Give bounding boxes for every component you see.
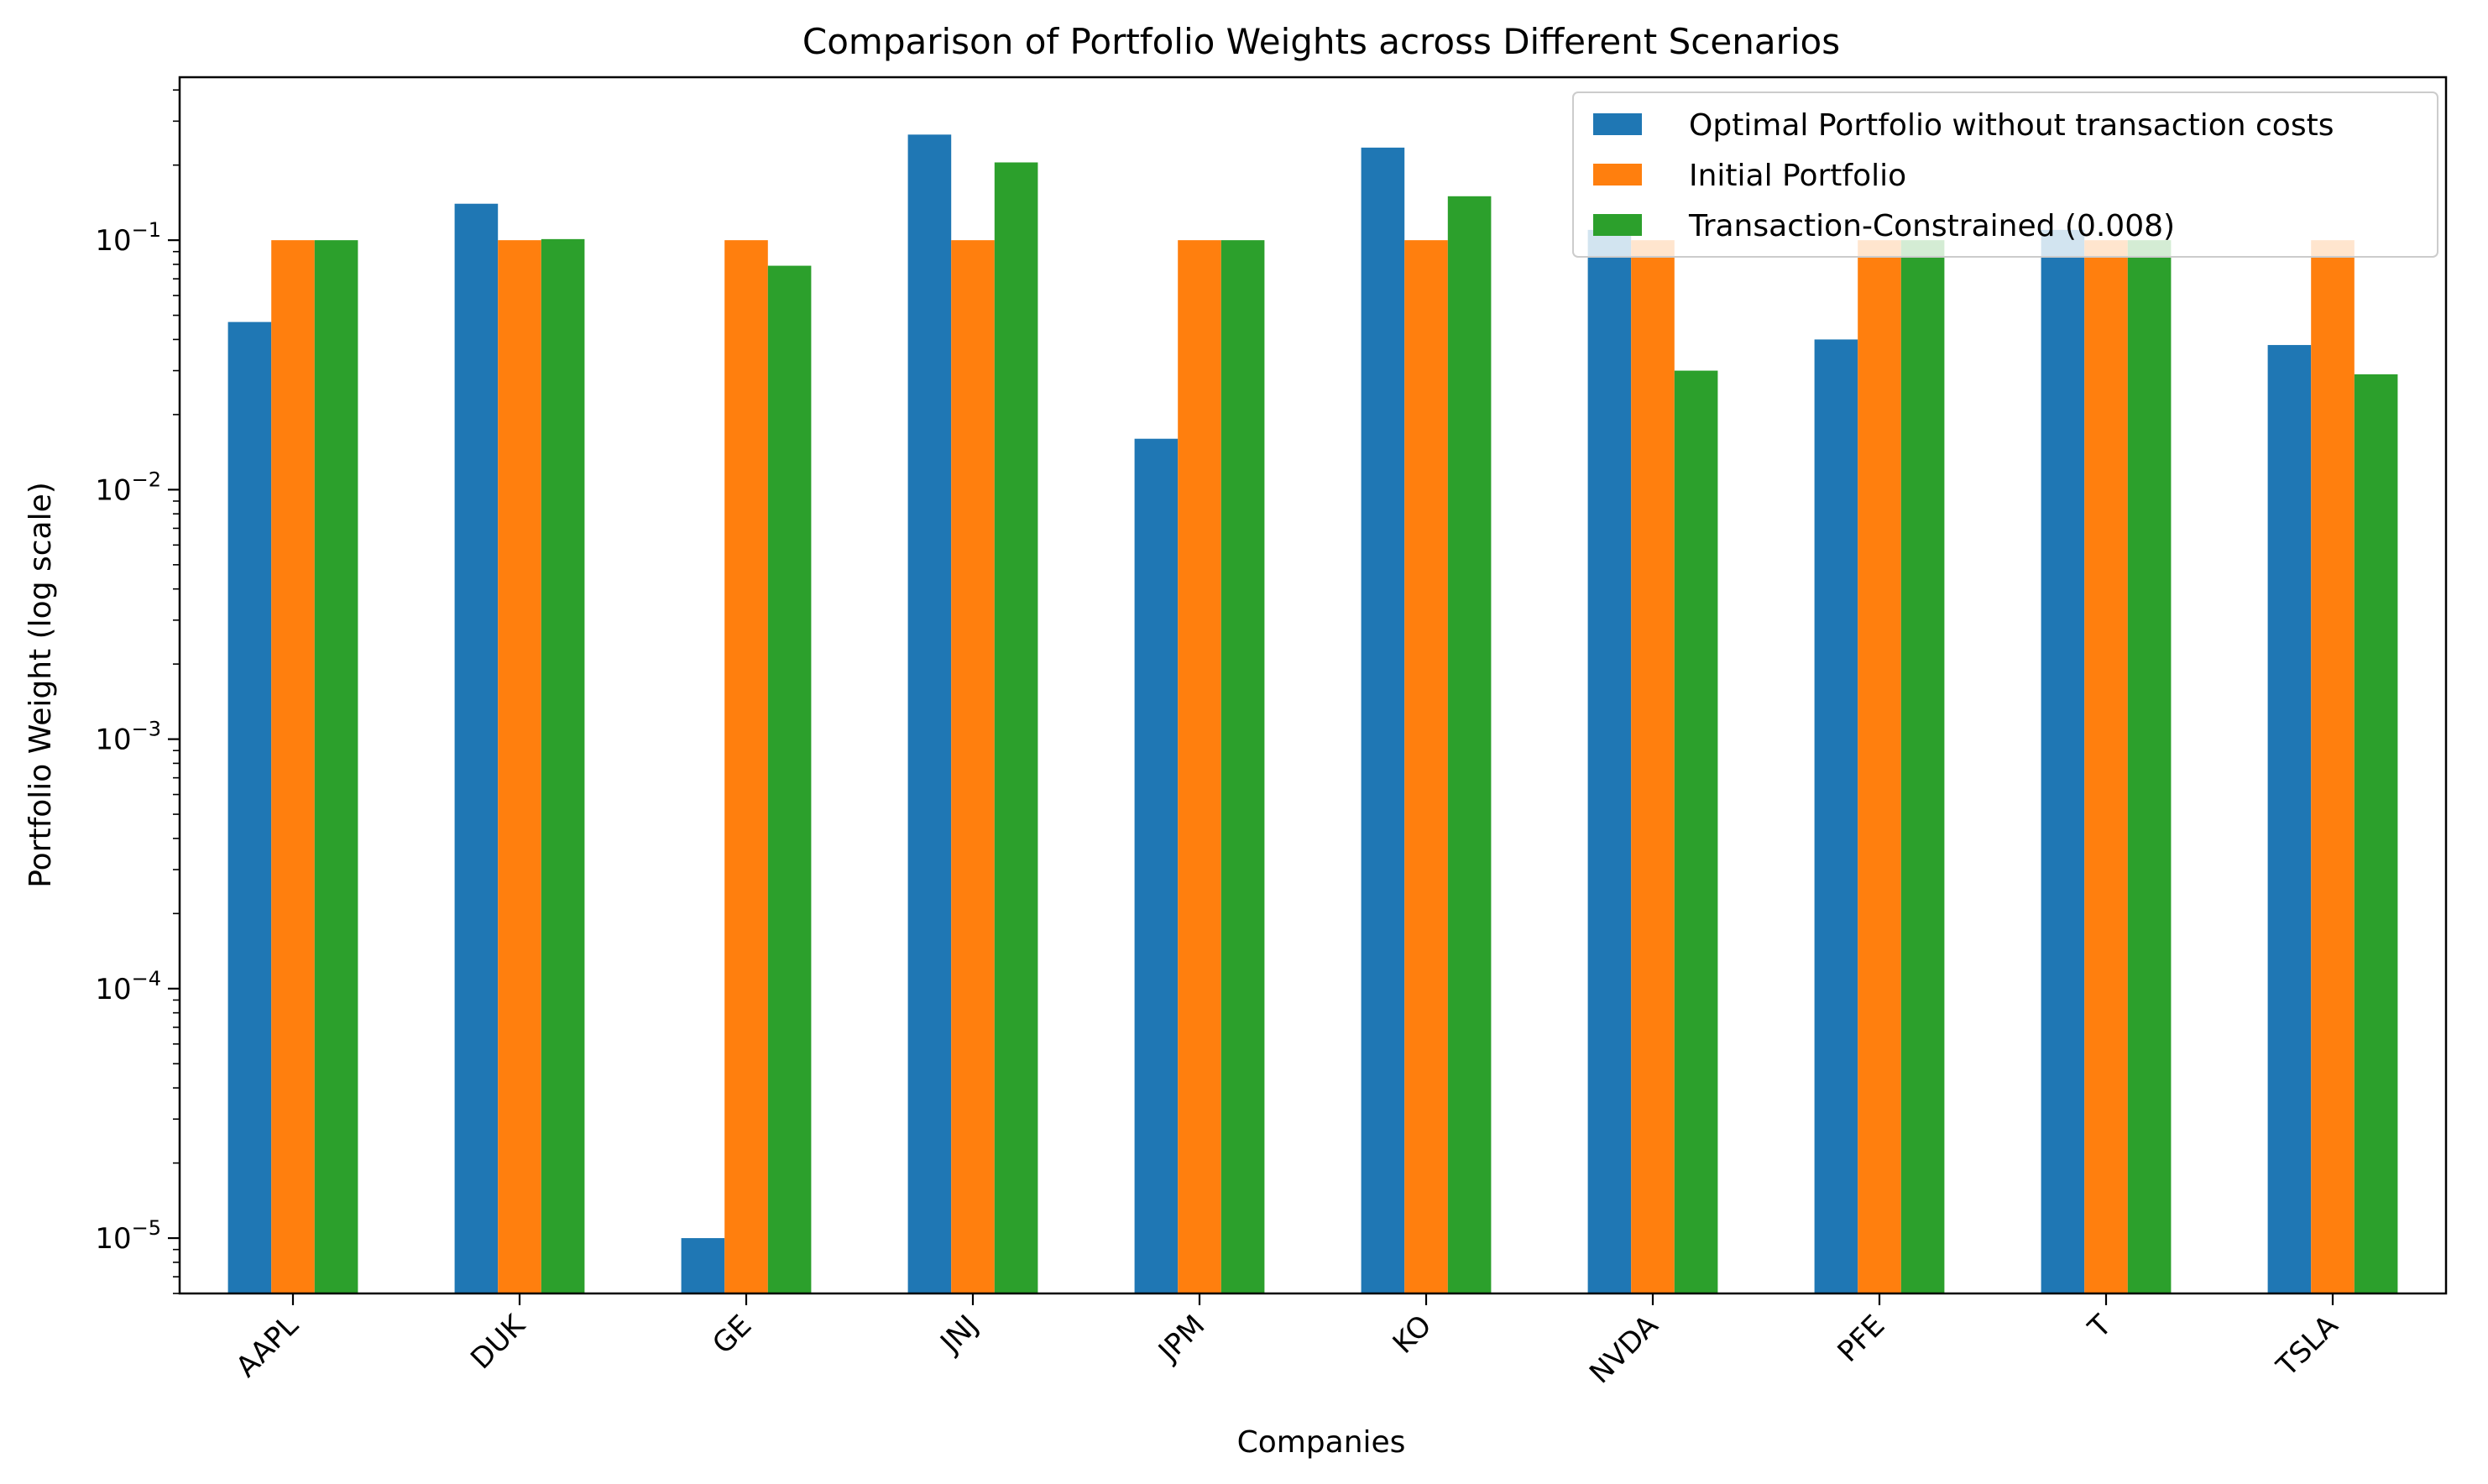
bar-ge-series-1 bbox=[681, 1238, 725, 1293]
bar-ge-series-3 bbox=[767, 265, 812, 1294]
x-tick-label-jnj: JNJ bbox=[933, 1309, 985, 1361]
bar-jpm-series-2 bbox=[1178, 240, 1221, 1293]
bar-duk-series-1 bbox=[454, 203, 499, 1294]
plot-frame bbox=[178, 76, 2448, 1295]
bar-aapl-series-1 bbox=[227, 321, 272, 1293]
bar-jpm-series-3 bbox=[1220, 240, 1265, 1293]
bar-pfe-series-2 bbox=[1858, 240, 1901, 1293]
x-tick-label-pfe: PFE bbox=[1832, 1309, 1892, 1369]
bar-pfe-series-1 bbox=[1814, 339, 1858, 1294]
y-axis: 10−1 10−2 10−3 10−4 10−5 bbox=[95, 89, 180, 1294]
y-tick-label: 10−2 bbox=[95, 468, 161, 507]
y-tick-label: 10−3 bbox=[95, 718, 161, 757]
legend-label-2: Initial Portfolio bbox=[1689, 159, 1906, 193]
bar-t-series-2 bbox=[2084, 240, 2128, 1293]
y-tick-label: 10−5 bbox=[95, 1216, 161, 1256]
bar-tsla-series-3 bbox=[2354, 374, 2398, 1294]
bar-aapl-series-2 bbox=[271, 240, 315, 1293]
bar-nvda-series-2 bbox=[1631, 240, 1675, 1293]
bar-duk-series-2 bbox=[498, 240, 541, 1293]
bar-ge-series-2 bbox=[724, 240, 768, 1293]
x-tick-label-t: T bbox=[2082, 1309, 2119, 1346]
y-tick-label: 10−4 bbox=[95, 967, 161, 1006]
y-axis-label: Portfolio Weight (log scale) bbox=[24, 482, 58, 888]
x-tick-label-aapl: AAPL bbox=[230, 1309, 306, 1384]
bar-jpm-series-1 bbox=[1134, 438, 1179, 1293]
bar-nvda-series-3 bbox=[1674, 370, 1718, 1293]
bar-jnj-series-3 bbox=[994, 162, 1038, 1294]
x-tick-label-ge: GE bbox=[706, 1309, 758, 1361]
bars-group bbox=[227, 134, 2398, 1294]
legend-swatch-2 bbox=[1593, 164, 1642, 186]
bar-t-series-1 bbox=[2041, 229, 2085, 1294]
x-tick-label-duk: DUK bbox=[464, 1308, 532, 1376]
chart-title: Comparison of Portfolio Weights across D… bbox=[802, 21, 1840, 62]
x-axis-label: Companies bbox=[1237, 1425, 1406, 1460]
bar-ko-series-1 bbox=[1361, 147, 1405, 1294]
x-tick-label-nvda: NVDA bbox=[1583, 1309, 1665, 1390]
y-tick-label: 10−1 bbox=[95, 218, 161, 258]
bar-ko-series-2 bbox=[1404, 240, 1448, 1293]
bar-tsla-series-1 bbox=[2267, 345, 2312, 1293]
bar-tsla-series-2 bbox=[2311, 240, 2355, 1293]
bar-nvda-series-1 bbox=[1587, 229, 1632, 1294]
legend-box bbox=[1572, 91, 2438, 258]
x-tick-label-tsla: TSLA bbox=[2270, 1309, 2344, 1383]
x-tick-label-jpm: JPM bbox=[1151, 1309, 1211, 1369]
x-tick-label-ko: KO bbox=[1387, 1309, 1439, 1361]
bar-duk-series-3 bbox=[541, 238, 585, 1293]
bar-aapl-series-3 bbox=[314, 240, 358, 1293]
bar-jnj-series-2 bbox=[951, 240, 995, 1293]
bar-t-series-3 bbox=[2127, 240, 2172, 1293]
legend: Optimal Portfolio without transaction co… bbox=[1572, 91, 2438, 258]
bar-pfe-series-3 bbox=[1900, 240, 1945, 1293]
legend-label-1: Optimal Portfolio without transaction co… bbox=[1689, 108, 2334, 143]
x-axis: AAPL DUK GE JNJ JPM KO NVDA PFE T TSLA bbox=[230, 1293, 2344, 1390]
legend-label-3: Transaction-Constrained (0.008) bbox=[1688, 209, 2175, 243]
bar-jnj-series-1 bbox=[907, 134, 952, 1294]
bar-ko-series-3 bbox=[1447, 196, 1492, 1293]
legend-swatch-1 bbox=[1593, 113, 1642, 135]
legend-swatch-3 bbox=[1593, 214, 1642, 236]
